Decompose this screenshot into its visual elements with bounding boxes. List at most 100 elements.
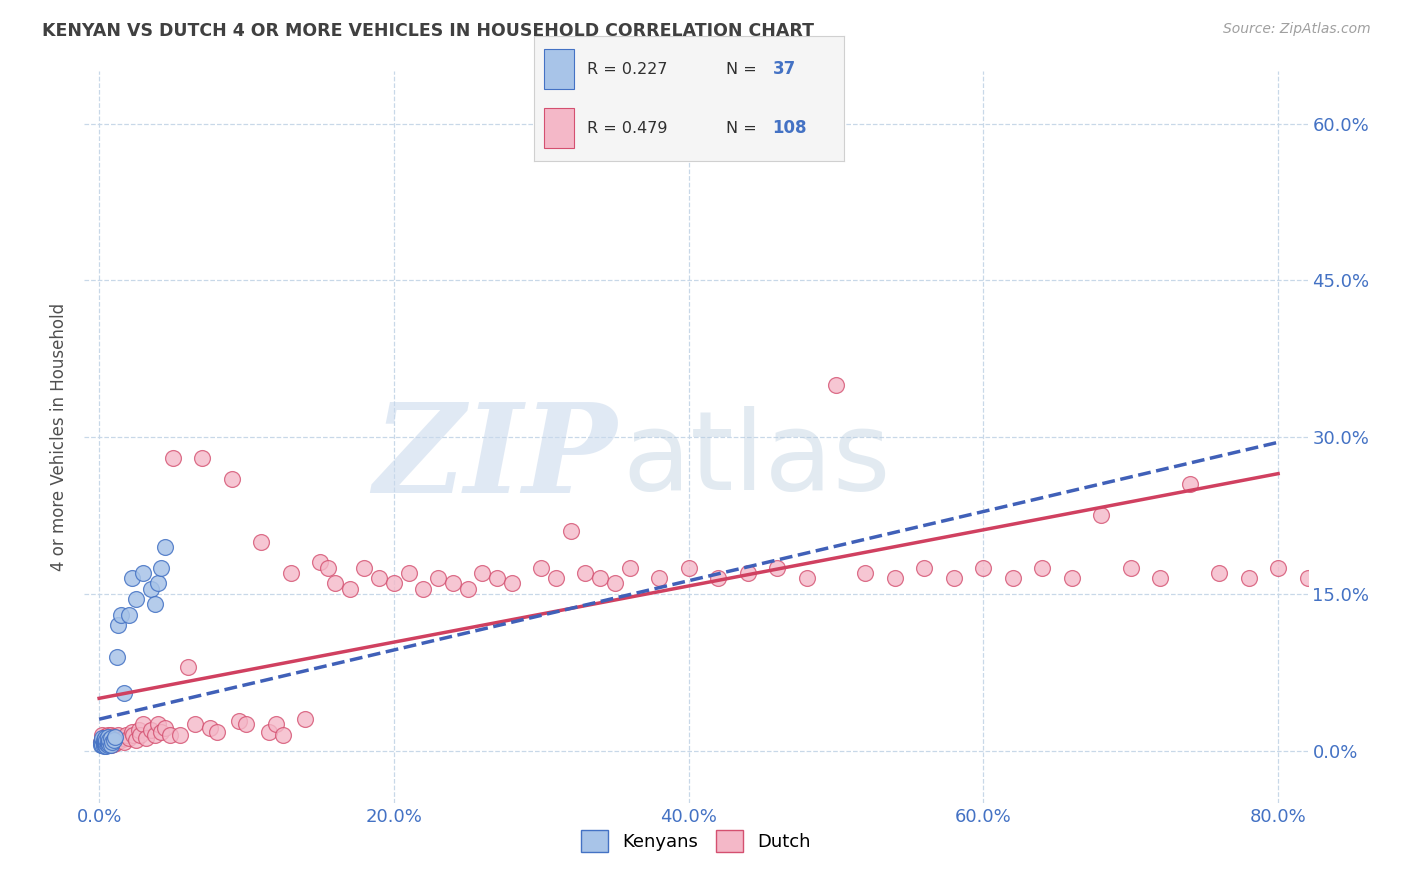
- Point: [91, 728, 114, 742]
- Point: [105, 649, 128, 664]
- Point: [235, 717, 257, 731]
- Text: N =: N =: [725, 120, 762, 136]
- Point: [1060, 571, 1083, 585]
- Point: [796, 571, 818, 585]
- Text: R = 0.227: R = 0.227: [586, 62, 668, 77]
- Point: [678, 560, 700, 574]
- Point: [97, 735, 120, 749]
- Point: [90, 735, 112, 749]
- Point: [316, 560, 339, 574]
- Point: [91, 739, 114, 753]
- Point: [107, 618, 129, 632]
- Point: [98, 737, 121, 751]
- Point: [96, 735, 118, 749]
- Point: [1208, 566, 1230, 580]
- Point: [101, 735, 124, 749]
- Point: [100, 731, 122, 745]
- Point: [98, 731, 121, 745]
- Point: [1326, 560, 1348, 574]
- Point: [603, 576, 626, 591]
- Point: [105, 735, 128, 749]
- Point: [122, 728, 145, 742]
- Point: [1001, 571, 1024, 585]
- Point: [1149, 571, 1171, 585]
- Point: [135, 731, 157, 745]
- Point: [146, 717, 169, 731]
- Point: [93, 731, 115, 745]
- Point: [323, 576, 346, 591]
- Point: [110, 607, 132, 622]
- Point: [90, 735, 112, 749]
- Point: [125, 733, 148, 747]
- Point: [855, 566, 877, 580]
- Point: [155, 540, 177, 554]
- Point: [121, 571, 143, 585]
- Text: R = 0.479: R = 0.479: [586, 120, 668, 136]
- Text: 37: 37: [772, 61, 796, 78]
- Point: [129, 728, 152, 742]
- Point: [150, 724, 173, 739]
- Point: [353, 560, 375, 574]
- Bar: [544, 108, 575, 148]
- Point: [530, 560, 553, 574]
- Point: [103, 729, 125, 743]
- Point: [912, 560, 935, 574]
- Point: [1237, 571, 1260, 585]
- Point: [98, 733, 121, 747]
- Point: [737, 566, 759, 580]
- Point: [1090, 508, 1112, 523]
- Point: [91, 733, 114, 747]
- Text: N =: N =: [725, 62, 762, 77]
- Point: [146, 576, 169, 591]
- Point: [117, 731, 139, 745]
- Point: [107, 728, 129, 742]
- Point: [441, 576, 464, 591]
- Point: [198, 721, 221, 735]
- Point: [191, 450, 214, 465]
- Point: [98, 735, 121, 749]
- Point: [112, 686, 135, 700]
- Point: [97, 730, 120, 744]
- Point: [619, 560, 641, 574]
- Point: [94, 733, 117, 747]
- Text: Source: ZipAtlas.com: Source: ZipAtlas.com: [1223, 22, 1371, 37]
- Point: [294, 712, 316, 726]
- Point: [104, 730, 127, 744]
- Point: [273, 728, 295, 742]
- Point: [103, 737, 125, 751]
- Point: [97, 739, 120, 753]
- Point: [1267, 560, 1289, 574]
- Point: [1296, 571, 1319, 585]
- Point: [398, 566, 420, 580]
- Point: [1385, 560, 1406, 574]
- Point: [176, 660, 198, 674]
- Point: [159, 728, 181, 742]
- Point: [368, 571, 391, 585]
- Point: [155, 721, 177, 735]
- Point: [412, 582, 434, 596]
- Point: [1119, 560, 1142, 574]
- Point: [101, 731, 124, 745]
- Text: KENYAN VS DUTCH 4 OR MORE VEHICLES IN HOUSEHOLD CORRELATION CHART: KENYAN VS DUTCH 4 OR MORE VEHICLES IN HO…: [42, 22, 814, 40]
- Point: [100, 739, 122, 753]
- Point: [485, 571, 508, 585]
- Point: [169, 728, 191, 742]
- Point: [280, 566, 302, 580]
- Point: [132, 566, 155, 580]
- Point: [150, 560, 173, 574]
- Point: [125, 592, 148, 607]
- Point: [382, 576, 405, 591]
- Point: [97, 728, 120, 742]
- Point: [143, 728, 166, 742]
- Point: [91, 733, 114, 747]
- Point: [132, 717, 155, 731]
- Point: [162, 450, 184, 465]
- Point: [96, 736, 118, 750]
- Point: [184, 717, 207, 731]
- Point: [93, 733, 115, 747]
- Text: atlas: atlas: [623, 406, 891, 513]
- Point: [93, 739, 115, 754]
- Point: [94, 739, 117, 753]
- Point: [139, 582, 162, 596]
- Point: [544, 571, 567, 585]
